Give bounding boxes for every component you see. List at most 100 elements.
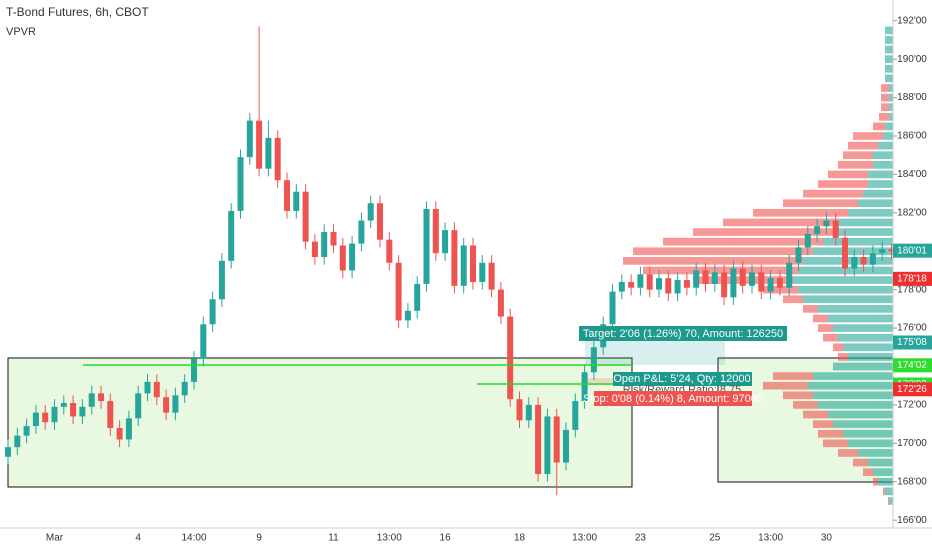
volume-up-bar	[885, 26, 893, 35]
volume-up-bar	[823, 237, 893, 246]
price-label-box	[893, 335, 932, 350]
pl-label-box	[613, 372, 752, 386]
indicator-name: VPVR	[6, 26, 36, 38]
volume-up-bar	[873, 468, 893, 476]
volume-down-bar	[818, 429, 843, 438]
candle-body	[237, 157, 244, 211]
y-tick-label: 170'00	[897, 438, 927, 449]
volume-up-bar	[858, 199, 893, 208]
candle-body	[739, 268, 746, 286]
x-tick-label: 9	[256, 533, 262, 544]
candle-body	[628, 281, 635, 288]
volume-down-bar	[763, 381, 808, 390]
candle-body	[32, 412, 39, 427]
volume-up-bar	[793, 276, 893, 284]
candle-body	[70, 402, 77, 417]
candle-body	[404, 310, 411, 321]
volume-down-bar	[783, 391, 813, 400]
candle-body	[618, 281, 625, 292]
candle-body	[470, 245, 476, 282]
volume-up-bar	[838, 333, 893, 342]
y-tick-label: 178'00	[897, 284, 927, 295]
price-label: 174'02	[897, 360, 927, 371]
candle-body	[274, 137, 281, 181]
volume-up-bar	[878, 141, 893, 150]
volume-down-bar	[838, 353, 848, 361]
candle-body	[665, 278, 672, 294]
candle-body	[460, 245, 467, 286]
candle-body	[377, 203, 383, 240]
candle-body	[888, 249, 895, 252]
candle-body	[879, 249, 886, 254]
candle-body	[14, 435, 21, 448]
volume-down-bar	[633, 247, 813, 256]
x-tick-label: 13:00	[377, 533, 402, 544]
volume-up-bar	[803, 295, 893, 304]
candle-body	[563, 429, 569, 463]
candle-body	[479, 262, 486, 282]
price-label-box	[893, 271, 932, 286]
volume-down-bar	[793, 401, 818, 409]
candle-body	[51, 406, 58, 423]
volume-down-bar	[883, 487, 885, 496]
candle-body	[767, 278, 774, 292]
volume-up-bar	[889, 93, 893, 102]
candle-body	[330, 232, 337, 246]
pl-label: Open P&L: 5'24, Qty: 12000	[613, 373, 750, 385]
volume-down-bar	[763, 285, 798, 294]
candle-body	[432, 208, 439, 254]
volume-down-bar	[643, 266, 798, 275]
volume-down-bar	[853, 458, 868, 467]
volume-down-bar	[803, 189, 863, 198]
volume-down-bar	[848, 141, 878, 150]
candle-body	[302, 191, 309, 242]
candle-body	[246, 120, 253, 158]
volume-down-bar	[838, 449, 858, 457]
candle-body	[349, 243, 356, 271]
x-tick-label: 30	[821, 533, 833, 544]
candle-body	[451, 230, 458, 286]
volume-up-bar	[889, 103, 893, 112]
volume-up-bar	[838, 218, 893, 227]
candle-body	[553, 416, 560, 463]
price-label: 172'26	[897, 384, 927, 395]
candle-body	[823, 220, 830, 227]
volume-down-bar	[623, 257, 803, 265]
candle-body	[488, 262, 495, 290]
candle-body	[5, 447, 11, 457]
candle-body	[367, 203, 374, 221]
volume-up-bar	[848, 208, 893, 217]
volume-up-bar	[885, 122, 893, 131]
y-tick-label: 190'00	[897, 54, 927, 65]
candle-body	[721, 272, 728, 298]
candle-body	[293, 191, 300, 211]
volume-up-bar	[813, 391, 893, 400]
candle-body	[507, 316, 514, 400]
candle-body	[200, 324, 207, 359]
volume-up-bar	[885, 64, 893, 73]
volume-down-bar	[783, 295, 803, 304]
candle-body	[42, 412, 49, 423]
y-tick-label: 182'00	[897, 207, 927, 218]
candle-body	[88, 393, 95, 407]
volume-down-bar	[818, 180, 868, 188]
stop-label: Stop: 0'08 (0.14%) 8, Amount: 97000	[583, 393, 763, 405]
volume-down-bar	[838, 160, 873, 169]
volume-up-bar	[873, 151, 893, 160]
volume-up-bar	[828, 314, 893, 323]
candle-body	[153, 381, 160, 398]
volume-up-bar	[828, 410, 893, 419]
candle-body	[544, 416, 551, 475]
candle-body	[572, 401, 579, 430]
candle-body	[395, 262, 402, 321]
volume-down-bar	[881, 93, 889, 102]
candle-body	[758, 272, 765, 292]
volume-down-bar	[693, 228, 833, 236]
candle-body	[795, 247, 802, 263]
volume-up-bar	[858, 449, 893, 457]
candle-body	[125, 418, 132, 440]
candles	[5, 26, 895, 496]
y-tick-label: 186'00	[897, 131, 927, 142]
candle-body	[79, 406, 86, 417]
